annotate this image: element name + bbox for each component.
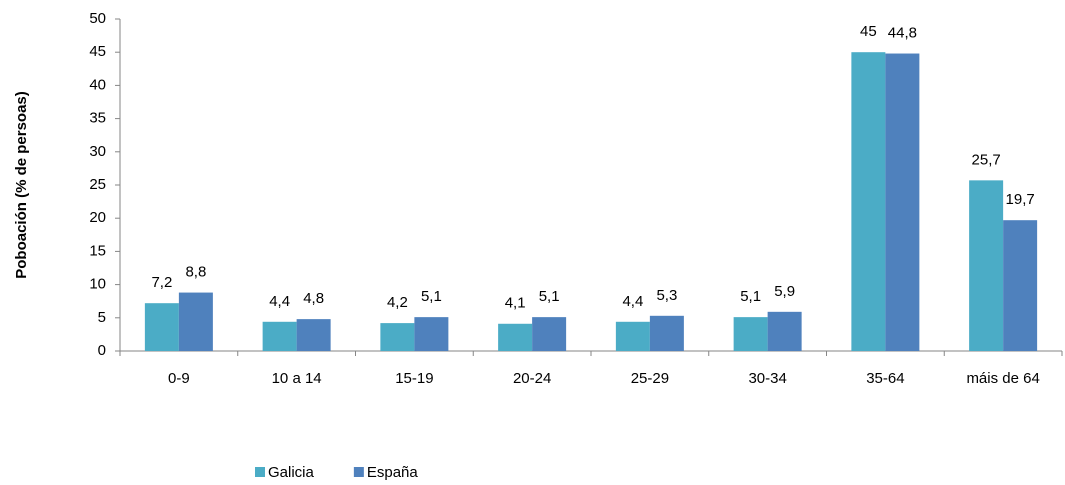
value-label: 5,9 — [774, 283, 795, 300]
value-label: 4,1 — [505, 295, 526, 312]
bar — [532, 317, 567, 351]
bar — [262, 321, 297, 351]
value-label: 44,8 — [888, 24, 917, 41]
y-tick-label: 5 — [98, 309, 106, 326]
value-label: 5,1 — [539, 288, 560, 305]
bar — [178, 292, 213, 351]
y-tick-label: 25 — [89, 176, 106, 193]
y-tick-label: 40 — [89, 76, 106, 93]
bar — [296, 319, 331, 351]
value-label: 25,7 — [972, 151, 1001, 168]
y-tick-label: 45 — [89, 43, 106, 60]
legend-label: Galicia — [268, 464, 315, 481]
bar — [498, 323, 533, 351]
value-label: 8,8 — [185, 264, 206, 281]
bar — [767, 311, 802, 351]
x-tick-label: 20-24 — [513, 370, 551, 387]
bar — [969, 180, 1004, 351]
x-tick-label: 30-34 — [748, 370, 786, 387]
y-tick-label: 35 — [89, 110, 106, 127]
value-label: 5,3 — [656, 287, 677, 304]
bar — [851, 52, 886, 351]
bar — [733, 317, 768, 351]
y-tick-label: 0 — [98, 342, 106, 359]
legend-label: España — [367, 464, 419, 481]
bar — [1003, 220, 1038, 351]
x-tick-label: 35-64 — [866, 370, 904, 387]
y-tick-label: 20 — [89, 209, 106, 226]
legend-swatch — [255, 467, 265, 477]
x-tick-label: máis de 64 — [966, 370, 1039, 387]
y-axis-label: Poboación (% de persoas) — [13, 91, 30, 279]
x-tick-label: 10 a 14 — [272, 370, 322, 387]
y-tick-label: 10 — [89, 276, 106, 293]
y-tick-label: 50 — [89, 10, 106, 27]
value-label: 5,1 — [421, 288, 442, 305]
bar — [615, 321, 650, 351]
y-tick-label: 30 — [89, 143, 106, 160]
bar — [414, 317, 449, 351]
value-label: 4,8 — [303, 290, 324, 307]
bar — [144, 303, 179, 351]
value-label: 4,4 — [269, 293, 290, 310]
value-label: 5,1 — [740, 288, 761, 305]
bar — [649, 315, 684, 351]
value-label: 4,2 — [387, 294, 408, 311]
value-label: 45 — [860, 23, 877, 40]
x-tick-label: 0-9 — [168, 370, 190, 387]
value-label: 7,2 — [151, 274, 172, 291]
x-tick-label: 15-19 — [395, 370, 433, 387]
y-tick-label: 15 — [89, 242, 106, 259]
value-label: 19,7 — [1006, 191, 1035, 208]
bar — [380, 323, 415, 351]
x-tick-label: 25-29 — [631, 370, 669, 387]
legend-swatch — [353, 467, 364, 477]
bar — [885, 53, 920, 351]
value-label: 4,4 — [622, 293, 643, 310]
